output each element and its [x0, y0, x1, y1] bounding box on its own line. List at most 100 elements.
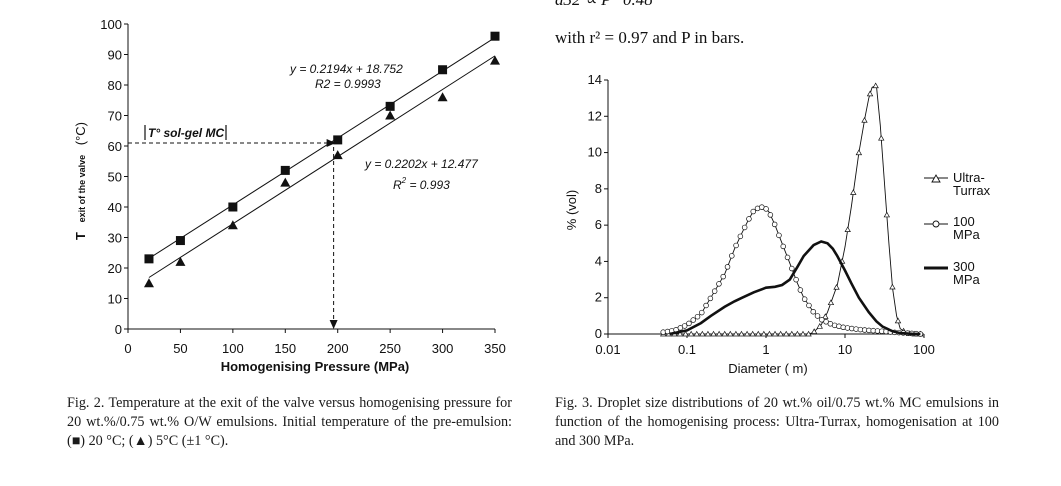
- fig3-circle-marker: [793, 276, 799, 283]
- fig3-circle-marker: [660, 329, 666, 335]
- fig3-circle-marker: [866, 327, 872, 334]
- fig3-circle-marker: [750, 208, 756, 215]
- fig3-circle-marker: [673, 327, 679, 333]
- fig2-x-tick-label: 100: [222, 341, 244, 356]
- fig3-series-line-1: [663, 206, 921, 335]
- fig3-circle-marker: [741, 224, 748, 231]
- fig2-trendlines: [148, 37, 496, 278]
- fig3-circle-marker: [681, 323, 688, 329]
- fig2-y-tick-label: 80: [108, 78, 122, 93]
- fig3-y-tick-label: 8: [595, 181, 602, 196]
- fig3-series: [660, 82, 924, 337]
- fig3-x-tick-label: 100: [913, 342, 935, 357]
- fig3-triangle-marker: [699, 330, 706, 337]
- fig3-triangle-marker: [794, 330, 801, 337]
- fig3-triangle-marker: [833, 283, 840, 290]
- fig3-circle-marker: [759, 204, 765, 210]
- fig3-triangle-marker: [665, 330, 673, 337]
- fig2-triangle-marker: [490, 55, 500, 65]
- fig3-circle-marker: [917, 331, 924, 337]
- fig3-y-tick-label: 14: [588, 72, 602, 87]
- fig2-x-tick-label: 150: [274, 341, 296, 356]
- fig3-y-tick-label: 4: [595, 253, 602, 268]
- fig2-axes: 0 10 20 30 40 50 60 70 80 90 100 0 50 100 150 200 250 300…: [100, 17, 506, 356]
- fig3-circle-marker: [780, 243, 786, 250]
- fig3-triangle-marker: [777, 330, 784, 337]
- fig3-circle-marker: [669, 328, 675, 334]
- fig2-y-tick-label: 90: [108, 48, 122, 63]
- fig3-triangle-marker: [872, 82, 879, 89]
- fig3-triangle-marker: [771, 330, 779, 337]
- fig3-circle-marker: [694, 313, 701, 320]
- fig3-circle-marker: [767, 212, 774, 218]
- fig3-circle-marker: [849, 325, 855, 332]
- fig3-y-tick-label: 12: [588, 108, 602, 123]
- fig3-triangle-marker: [738, 330, 745, 337]
- fig2-x-tick-label: 50: [173, 341, 187, 356]
- fig3-triangle-marker: [883, 211, 891, 218]
- fig3-triangle-marker: [783, 330, 790, 337]
- fig3-circle-marker: [879, 328, 885, 334]
- fig2-trendline-0: [148, 37, 496, 259]
- fig3-triangle-marker: [799, 330, 807, 337]
- fig3-circle-marker: [870, 327, 876, 334]
- legend-triangle-icon: [931, 174, 941, 183]
- fig3-circle-marker: [887, 329, 894, 335]
- fig3-axes: 0 2 4 6 8 10 12 14 0.01 0.1 1 10 100: [588, 72, 935, 357]
- fig2-y-tick-label: 100: [100, 17, 122, 32]
- fig2-x-tick-label: 350: [484, 341, 506, 356]
- fig2-y-tick-label: 20: [108, 261, 122, 276]
- fig3-circle-marker: [707, 295, 714, 302]
- fig3-circle-marker: [896, 329, 902, 336]
- legend-ultra-line1: Ultra-: [953, 170, 985, 185]
- fig3-triangle-marker: [844, 226, 851, 232]
- fig3-triangle-marker: [704, 330, 712, 337]
- fig3-circle-marker: [857, 326, 864, 333]
- svg-text:T exit of the valve: T exit of the valve (°C): [73, 122, 88, 240]
- fig3-triangle-marker: [878, 134, 885, 141]
- fig3-circle-marker: [883, 328, 889, 335]
- fig3-triangle-marker: [727, 330, 734, 337]
- fig2-equation-lower: y = 0.2202x + 12.477: [364, 157, 479, 171]
- fig2-guide-arrows: [128, 138, 338, 329]
- fig2-y-label-main: T: [73, 232, 88, 240]
- fig2-x-tick-label: 200: [327, 341, 349, 356]
- fig2-square-marker: [333, 135, 343, 145]
- legend-100-line2: MPa: [953, 227, 981, 242]
- fig3-circle-marker: [819, 317, 825, 323]
- fig3-circle-marker: [891, 329, 898, 336]
- fig3-triangle-marker: [721, 330, 728, 337]
- fig2-y-tick-label: 50: [108, 170, 122, 185]
- fig3-triangle-marker: [788, 330, 796, 337]
- fig3-caption: Fig. 3. Droplet size distributions of 20…: [555, 395, 999, 449]
- fig2-y-tick-label: 60: [108, 139, 122, 154]
- fig3-circle-marker: [913, 330, 919, 337]
- fig2-square-marker: [280, 165, 290, 175]
- fig3-circle-marker: [776, 232, 782, 239]
- fig2-x-axis-label: Homogenising Pressure (MPa): [221, 359, 410, 374]
- fig3-y-tick-label: 6: [595, 217, 602, 232]
- fig3-x-tick-label: 0.1: [678, 342, 696, 357]
- fig3-circle-marker: [703, 302, 709, 309]
- fig3-triangle-marker: [855, 149, 863, 156]
- fig3-circle-marker: [729, 253, 735, 259]
- fig3-triangle-marker: [693, 330, 700, 337]
- fig3-circle-marker: [784, 254, 791, 261]
- fig2-sol-gel-label: T° sol-gel MC: [148, 126, 224, 140]
- fig2-y-tick-label: 30: [108, 231, 122, 246]
- fig3-circle-marker: [763, 206, 769, 212]
- legend-100-line1: 100: [953, 214, 975, 229]
- fig3-triangle-marker: [687, 330, 695, 337]
- fig3-triangle-marker: [838, 257, 846, 264]
- fig3-circle-marker: [900, 330, 906, 336]
- fig3-circle-marker: [746, 216, 752, 222]
- fig2-equation-upper: y = 0.2194x + 18.752: [289, 62, 403, 76]
- fig3-circle-marker: [874, 328, 881, 334]
- fig3-triangle-marker: [850, 189, 857, 195]
- fig2-x-tick-label: 250: [379, 341, 401, 356]
- fig3-y-tick-label: 2: [595, 290, 602, 305]
- fig2-triangle-marker: [280, 177, 291, 187]
- fig2-trendline-1: [148, 55, 496, 278]
- fig2-triangle-marker: [227, 220, 238, 230]
- fig3-circle-marker: [686, 320, 692, 327]
